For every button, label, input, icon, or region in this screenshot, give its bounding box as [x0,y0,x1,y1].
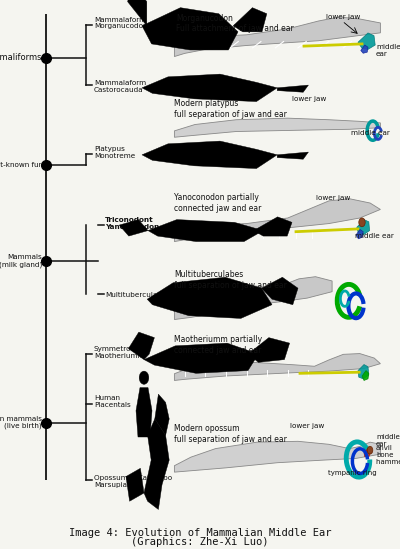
Polygon shape [148,220,263,242]
Polygon shape [277,85,308,92]
Polygon shape [361,45,368,53]
Polygon shape [174,441,380,472]
Polygon shape [142,141,277,169]
Polygon shape [126,468,144,501]
Polygon shape [248,338,290,362]
Text: Platypus
Monotreme: Platypus Monotreme [94,146,135,159]
Text: Image 4: Evolution of Mammalian Middle Ear: Image 4: Evolution of Mammalian Middle E… [69,528,331,538]
Polygon shape [358,33,375,49]
Text: (Graphics: Zhe-Xi Luo): (Graphics: Zhe-Xi Luo) [131,537,269,547]
Polygon shape [128,332,154,360]
Text: tympanic ring: tympanic ring [328,470,377,476]
Text: middle
ear: middle ear [376,44,400,57]
Text: Maotheriumm partially
connected jaw and ear: Maotheriumm partially connected jaw and … [174,335,262,355]
Text: Mammalaform
Morganucodon: Mammalaform Morganucodon [94,16,148,30]
Polygon shape [277,152,308,159]
Polygon shape [136,388,152,437]
Text: lower jaw: lower jaw [290,423,324,429]
Text: Symmetrodont
Maotheriumm: Symmetrodont Maotheriumm [94,346,148,359]
Text: Mammaliforms: Mammaliforms [0,53,42,62]
Polygon shape [174,118,380,137]
Text: Therian mammals
(live birth): Therian mammals (live birth) [0,416,42,429]
Polygon shape [364,447,371,457]
Polygon shape [142,8,238,50]
Polygon shape [144,343,258,373]
Text: Earliest-known fur: Earliest-known fur [0,162,42,167]
Text: Modern platypus
full separation of jaw and ear: Modern platypus full separation of jaw a… [174,99,287,119]
Polygon shape [174,199,380,242]
Text: Human
Placentals: Human Placentals [94,395,131,408]
Polygon shape [174,17,380,57]
Text: Multituberculabes
full separation of jaw and ear: Multituberculabes full separation of jaw… [174,270,287,290]
Polygon shape [262,277,298,305]
Polygon shape [119,220,148,236]
Text: middle ear: middle ear [355,233,394,239]
Polygon shape [174,277,332,320]
Text: Triconodont
Yanoconodon: Triconodont Yanoconodon [105,217,159,230]
Polygon shape [147,277,272,318]
Text: middle ear: middle ear [351,130,390,136]
Circle shape [359,218,365,227]
Polygon shape [233,8,267,32]
Text: Opossum & Kangaroo
Marsupials: Opossum & Kangaroo Marsupials [94,475,172,488]
Text: anvil
bone: anvil bone [376,445,393,457]
Text: Multituberculabes: Multituberculabes [105,292,170,298]
Polygon shape [356,229,363,239]
Circle shape [139,371,149,384]
Polygon shape [358,365,369,379]
Text: Morganucodon
Full attachment of jaw and ear: Morganucodon Full attachment of jaw and … [176,14,294,33]
Circle shape [367,446,373,454]
Text: Mammals
(milk gland): Mammals (milk gland) [0,254,42,267]
Polygon shape [128,0,147,26]
Text: middle
ear: middle ear [376,434,400,446]
Polygon shape [254,217,292,236]
Polygon shape [174,354,380,380]
Polygon shape [357,220,370,235]
Text: Modern opossum
full separation of jaw and ear: Modern opossum full separation of jaw an… [174,424,287,444]
Text: Yanoconodon partially
connected jaw and ear: Yanoconodon partially connected jaw and … [174,193,262,213]
Text: lower jaw: lower jaw [292,96,326,102]
Text: hammer bone: hammer bone [376,459,400,464]
Polygon shape [362,371,369,380]
Text: Mammalaform
Castorocauda: Mammalaform Castorocauda [94,80,146,93]
Polygon shape [155,394,169,435]
Text: lower jaw: lower jaw [326,14,360,20]
Polygon shape [142,74,277,102]
Text: lower jaw: lower jaw [316,195,350,200]
Polygon shape [144,419,169,509]
